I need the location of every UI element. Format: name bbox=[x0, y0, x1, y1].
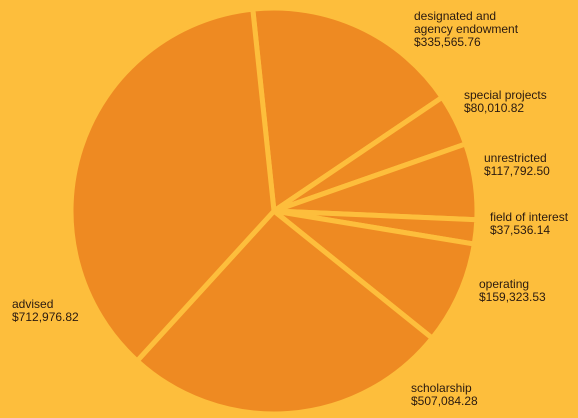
slice-name: operating bbox=[479, 277, 530, 291]
slice-label-field-of-interest: field of interest $37,536.14 bbox=[490, 211, 568, 237]
slice-value: $117,792.50 bbox=[484, 164, 550, 178]
slice-name: special projects bbox=[464, 88, 547, 102]
slice-name: advised bbox=[12, 297, 54, 311]
pie-slice-scholarship bbox=[134, 208, 435, 417]
slice-name-line2: agency endowment bbox=[414, 22, 519, 36]
slice-value: $37,536.14 bbox=[490, 223, 551, 237]
slice-name: field of interest bbox=[490, 210, 569, 224]
slice-name: scholarship bbox=[411, 381, 472, 395]
slice-name: unrestricted bbox=[484, 151, 547, 165]
slice-label-special-projects: special projects $80,010.82 bbox=[464, 89, 547, 115]
slice-value: $507,084.28 bbox=[411, 394, 478, 408]
slice-label-designated-endowment: designated and agency endowment $335,565… bbox=[414, 10, 518, 49]
pie-slice-advised bbox=[68, 6, 277, 364]
slice-value: $80,010.82 bbox=[464, 101, 525, 115]
slice-value: $335,565.76 bbox=[414, 35, 481, 49]
slice-name: designated and bbox=[414, 9, 497, 23]
pie-slice-designated-and-agency-endowment bbox=[250, 5, 445, 214]
slice-label-unrestricted: unrestricted $117,792.50 bbox=[484, 152, 550, 178]
slice-value: $712,976.82 bbox=[12, 310, 79, 324]
slice-label-scholarship: scholarship $507,084.28 bbox=[411, 382, 478, 408]
slice-value: $159,323.53 bbox=[479, 290, 546, 304]
slice-label-operating: operating $159,323.53 bbox=[479, 278, 546, 304]
slice-label-advised: advised $712,976.82 bbox=[12, 298, 79, 324]
